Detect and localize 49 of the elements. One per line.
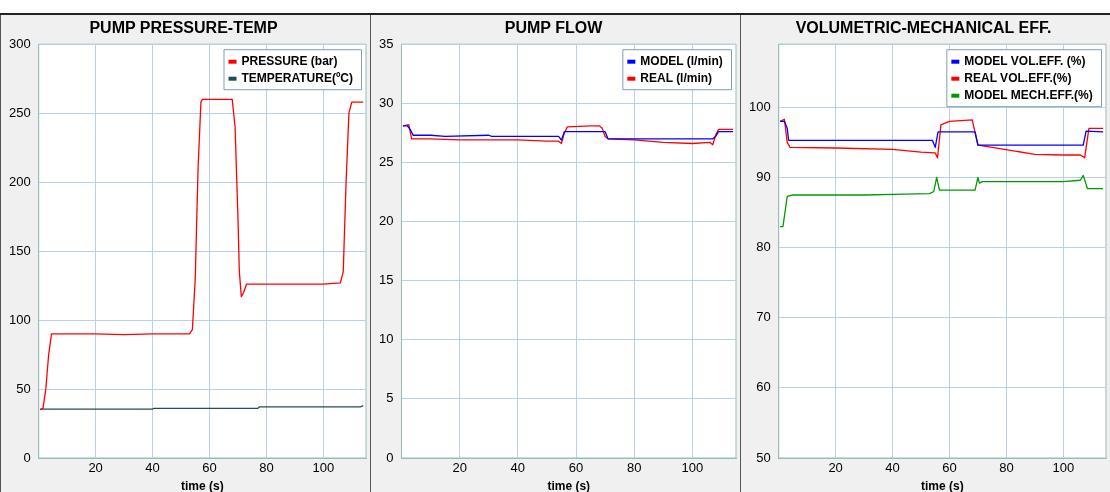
- legend-label: MODEL MECH.EFF.(%): [964, 88, 1093, 103]
- legend-label: MODEL VOL.EFF. (%): [964, 54, 1086, 69]
- x-tick-label: 20: [452, 460, 467, 476]
- x-tick-label: 80: [626, 460, 642, 476]
- x-axis-title: time (s): [181, 479, 224, 492]
- x-tick-label: 20: [828, 460, 843, 476]
- y-tick-label: 20: [378, 213, 394, 229]
- x-tick-label: 40: [885, 460, 900, 476]
- legend-label: PRESSURE (bar): [241, 54, 338, 69]
- x-tick-label: 60: [568, 460, 584, 476]
- x-tick-label: 100: [1052, 460, 1075, 476]
- y-tick-label: 15: [378, 272, 394, 288]
- y-tick-label: 80: [756, 239, 771, 255]
- y-tick-label: 0: [23, 449, 31, 465]
- y-tick-label: 30: [378, 94, 394, 110]
- legend-label: TEMPERATURE(ºC): [241, 71, 354, 86]
- y-tick-label: 100: [8, 311, 31, 327]
- legend-label: MODEL (l/min): [640, 54, 723, 69]
- y-tick-label: 60: [756, 379, 771, 395]
- y-tick-label: 0: [386, 449, 394, 465]
- y-tick-label: 90: [756, 169, 771, 185]
- y-tick-label: 150: [8, 242, 31, 258]
- x-tick-label: 60: [942, 460, 957, 476]
- y-tick-label: 5: [386, 390, 394, 406]
- y-tick-label: 25: [378, 154, 394, 170]
- x-tick-label: 40: [145, 460, 160, 476]
- chart-title: PUMP FLOW: [504, 19, 604, 37]
- x-tick-label: 60: [202, 460, 217, 476]
- chart-title: PUMP PRESSURE-TEMP: [89, 19, 278, 37]
- y-tick-label: 300: [8, 35, 31, 51]
- x-tick-label: 80: [259, 460, 274, 476]
- x-axis-title: time (s): [547, 479, 591, 492]
- legend-label: REAL (l/min): [640, 71, 713, 86]
- y-tick-label: 250: [8, 104, 31, 120]
- x-tick-label: 100: [312, 460, 335, 476]
- x-axis-title: time (s): [921, 479, 964, 492]
- legend-label: REAL VOL.EFF.(%): [964, 71, 1072, 86]
- y-tick-label: 35: [378, 35, 394, 51]
- x-tick-label: 80: [999, 460, 1014, 476]
- x-tick-label: 20: [88, 460, 103, 476]
- x-tick-label: 40: [510, 460, 526, 476]
- chart-title: VOLUMETRIC-MECHANICAL EFF.: [795, 19, 1052, 37]
- y-tick-label: 10: [378, 331, 394, 347]
- y-tick-label: 50: [16, 380, 31, 396]
- y-tick-label: 100: [748, 98, 771, 114]
- y-tick-label: 50: [756, 449, 771, 465]
- y-tick-label: 70: [756, 309, 771, 325]
- x-tick-label: 100: [681, 460, 704, 476]
- y-tick-label: 200: [8, 173, 31, 189]
